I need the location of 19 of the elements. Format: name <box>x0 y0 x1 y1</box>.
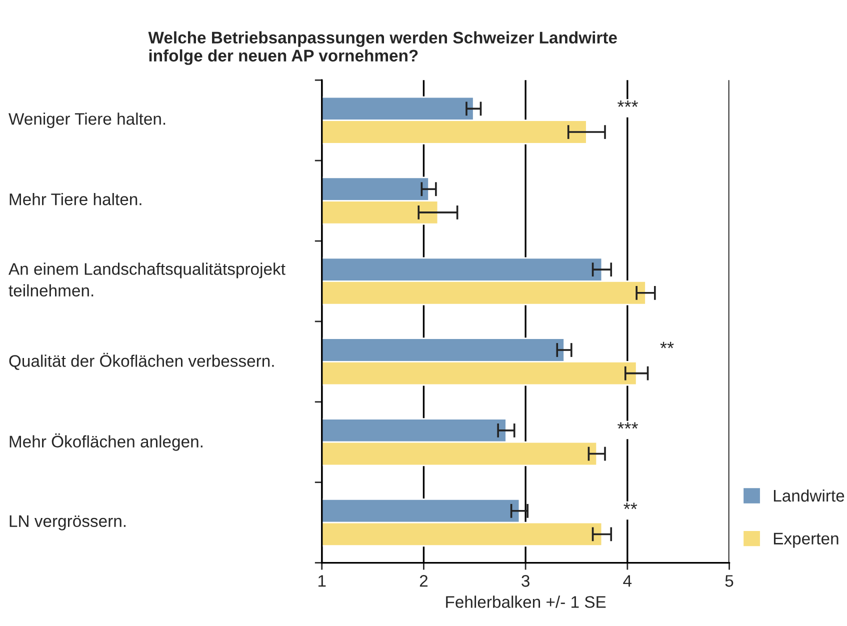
x-tick-label: 3 <box>522 575 530 587</box>
x-tick-label: 4 <box>623 575 632 587</box>
annotation: *** <box>618 100 638 107</box>
y-tick-label: Weniger Tiere halten. <box>8 112 166 128</box>
x-tick-label: 2 <box>420 575 428 587</box>
y-tick-label: LN vergrössern. <box>10 515 126 530</box>
annotation: ** <box>660 342 674 348</box>
annotation: ** <box>624 502 638 510</box>
chart-title: Welche Betriebsanpassungen werden Schweizer Landwirte infolge der neuen AP vornehmen? <box>148 31 617 65</box>
x-tick-label: 5 <box>725 575 734 587</box>
annotation: *** <box>618 422 638 429</box>
y-tick-label: Mehr Ökoflächen anlegen. <box>10 433 202 451</box>
y-tick-label: Qualität der Ökoflächen verbessern. <box>9 352 274 370</box>
x-tick-label: 1 <box>318 575 326 587</box>
x-axis-title: Fehlerbalken +/- 1 SE <box>446 596 606 608</box>
legend-label: Landwirte <box>774 489 844 502</box>
y-tick-label: An einem Landschaftsqualitätsprojekt teilnehmen. <box>8 262 286 296</box>
y-tick-label: Mehr Tiere halten. <box>10 193 142 206</box>
legend-label: Experten <box>774 532 838 548</box>
